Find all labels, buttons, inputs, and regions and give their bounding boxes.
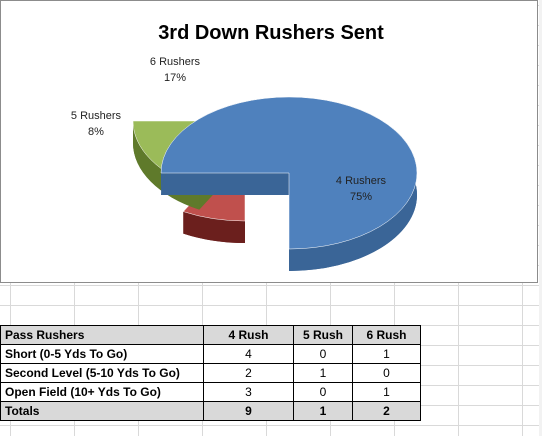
totals-label[interactable]: Totals — [0, 401, 204, 421]
table-cell[interactable]: 1 — [352, 344, 421, 364]
header-cell[interactable]: 6 Rush — [352, 325, 421, 345]
slice-4-rushers-name-label: 4 Rushers — [336, 175, 387, 187]
table-cell[interactable]: 0 — [352, 363, 421, 383]
totals-cell[interactable]: 9 — [203, 401, 294, 421]
header-cell[interactable]: 5 Rush — [293, 325, 353, 345]
row-label[interactable]: Open Field (10+ Yds To Go) — [0, 382, 204, 402]
totals-cell[interactable]: 1 — [293, 401, 353, 421]
table-row: Open Field (10+ Yds To Go) 3 0 1 — [0, 382, 421, 402]
slice-4-rushers[interactable] — [160, 96, 418, 271]
scrollbar-edge — [539, 0, 542, 436]
row-label[interactable]: Second Level (5-10 Yds To Go) — [0, 363, 204, 383]
slice-5-rushers-percent-label: 8% — [88, 126, 104, 138]
table-row: Short (0-5 Yds To Go) 4 0 1 — [0, 344, 421, 364]
table-header-row: Pass Rushers 4 Rush 5 Rush 6 Rush — [0, 325, 421, 345]
chart-title: 3rd Down Rushers Sent — [158, 22, 384, 44]
slice-6-rushers-name-label: 6 Rushers — [150, 56, 201, 68]
totals-row: Totals 9 1 2 — [0, 401, 421, 421]
totals-cell[interactable]: 2 — [352, 401, 421, 421]
slice-4-rushers-top — [160, 96, 418, 250]
table-cell[interactable]: 2 — [203, 363, 294, 383]
slice-4-rushers-percent-label: 75% — [350, 191, 372, 203]
row-label[interactable]: Short (0-5 Yds To Go) — [0, 344, 204, 364]
table-cell[interactable]: 0 — [293, 344, 353, 364]
table-cell[interactable]: 3 — [203, 382, 294, 402]
slice-5-rushers-wall — [183, 211, 245, 243]
slice-5-rushers-name-label: 5 Rushers — [71, 110, 122, 122]
table-cell[interactable]: 4 — [203, 344, 294, 364]
header-cell[interactable]: 4 Rush — [203, 325, 294, 345]
table-cell[interactable]: 0 — [293, 382, 353, 402]
pie-chart: 3rd Down Rushers Sent 4 Rushers 75% 5 Rush… — [71, 22, 418, 271]
table-row: Second Level (5-10 Yds To Go) 2 1 0 — [0, 363, 421, 383]
slice-6-rushers-percent-label: 17% — [164, 72, 186, 84]
table-cell[interactable]: 1 — [352, 382, 421, 402]
header-cell[interactable]: Pass Rushers — [0, 325, 204, 345]
table-cell[interactable]: 1 — [293, 363, 353, 383]
chart-area[interactable]: 3rd Down Rushers Sent 4 Rushers 75% 5 Rush… — [0, 0, 538, 283]
data-table: Pass Rushers 4 Rush 5 Rush 6 Rush Short … — [0, 325, 421, 421]
